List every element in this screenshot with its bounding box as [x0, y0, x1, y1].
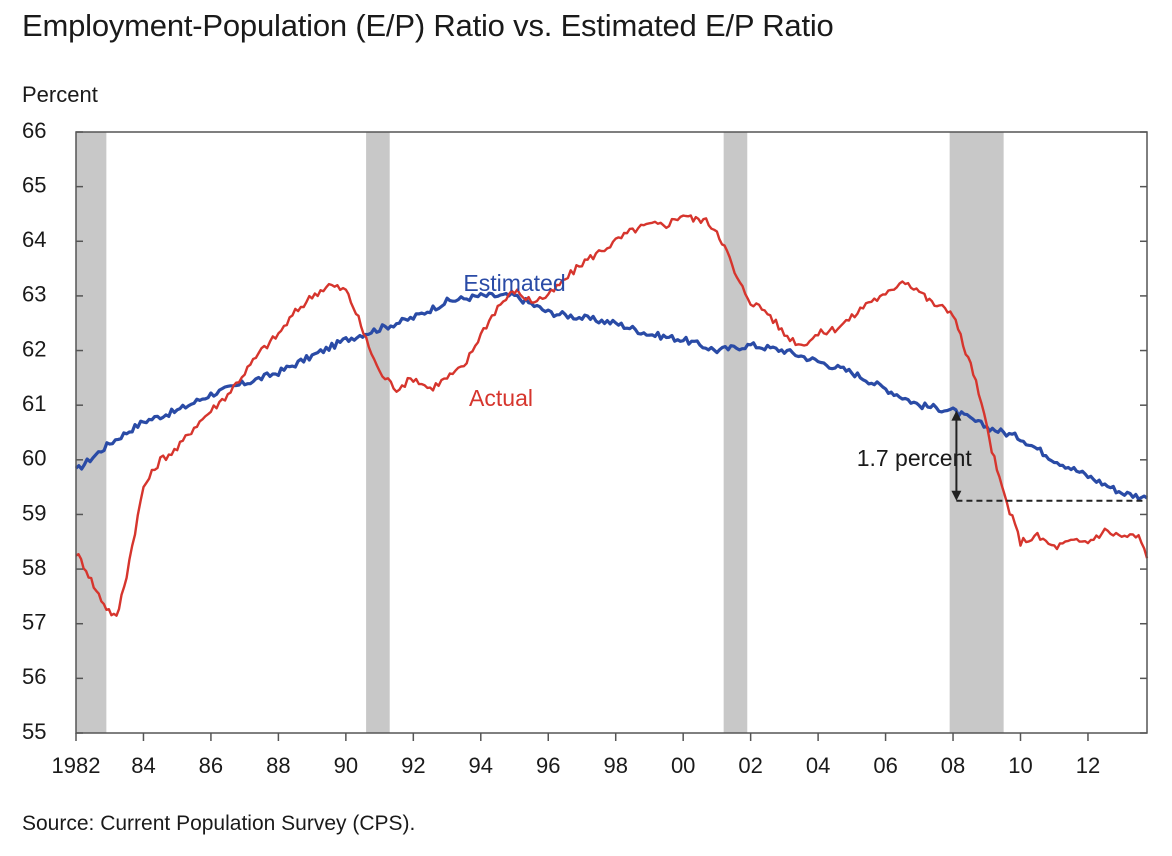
recession-band-3 [723, 132, 748, 733]
y-tick-label: 64 [22, 227, 46, 252]
x-tick-label: 10 [1008, 753, 1032, 778]
x-tick-label: 92 [401, 753, 425, 778]
x-tick-label: 02 [738, 753, 762, 778]
y-tick-label: 57 [22, 610, 46, 635]
x-tick-label: 00 [671, 753, 695, 778]
x-tick-label: 94 [469, 753, 493, 778]
annotation-label-2: Actual [469, 385, 533, 411]
x-tick-label: 88 [266, 753, 290, 778]
x-tick-label: 86 [199, 753, 223, 778]
x-tick-label: 06 [873, 753, 897, 778]
x-tick-label: 90 [334, 753, 358, 778]
y-tick-label: 58 [22, 555, 46, 580]
gap-arrow-head-bottom [951, 490, 962, 501]
recession-band-4 [949, 132, 1004, 733]
series-line-actual [75, 214, 1149, 617]
axes: 55 56 57 58 59 60 61 62 63 64 65 66 1982 84 86 88 90 92 94… [22, 118, 1147, 778]
annotation-label-3: 1.7 percent [857, 445, 973, 471]
recession-bands [76, 132, 1004, 733]
y-tick-label: 66 [22, 118, 46, 143]
y-tick-label: 56 [22, 664, 46, 689]
x-tick-label: 04 [806, 753, 830, 778]
y-tick-label: 65 [22, 172, 46, 197]
source-note: Source: Current Population Survey (CPS). [22, 812, 416, 835]
recession-band-2 [366, 132, 390, 733]
y-tick-label: 55 [22, 719, 46, 744]
y-axis-label: Percent [22, 82, 98, 107]
x-tick-label: 1982 [52, 753, 101, 778]
plot-frame [75, 131, 1148, 734]
x-tick-label: 08 [941, 753, 965, 778]
series-line-estimated [74, 291, 1148, 501]
annotations: Estimated Actual 1.7 percent [463, 270, 1145, 502]
y-tick-label: 62 [22, 336, 46, 361]
gap-arrow-head-top [951, 410, 962, 421]
series-lines [74, 214, 1149, 617]
y-tick-label: 59 [22, 500, 46, 525]
x-tick-label: 84 [131, 753, 155, 778]
y-tick-label: 61 [22, 391, 46, 416]
y-tick-label: 60 [22, 446, 46, 471]
x-tick-label: 96 [536, 753, 560, 778]
chart-title: Employment-Population (E/P) Ratio vs. Es… [22, 8, 834, 43]
x-tick-label: 12 [1076, 753, 1100, 778]
y-tick-label: 63 [22, 282, 46, 307]
annotation-label-1: Estimated [463, 270, 565, 296]
recession-band-1 [76, 132, 107, 733]
x-tick-label: 98 [603, 753, 627, 778]
